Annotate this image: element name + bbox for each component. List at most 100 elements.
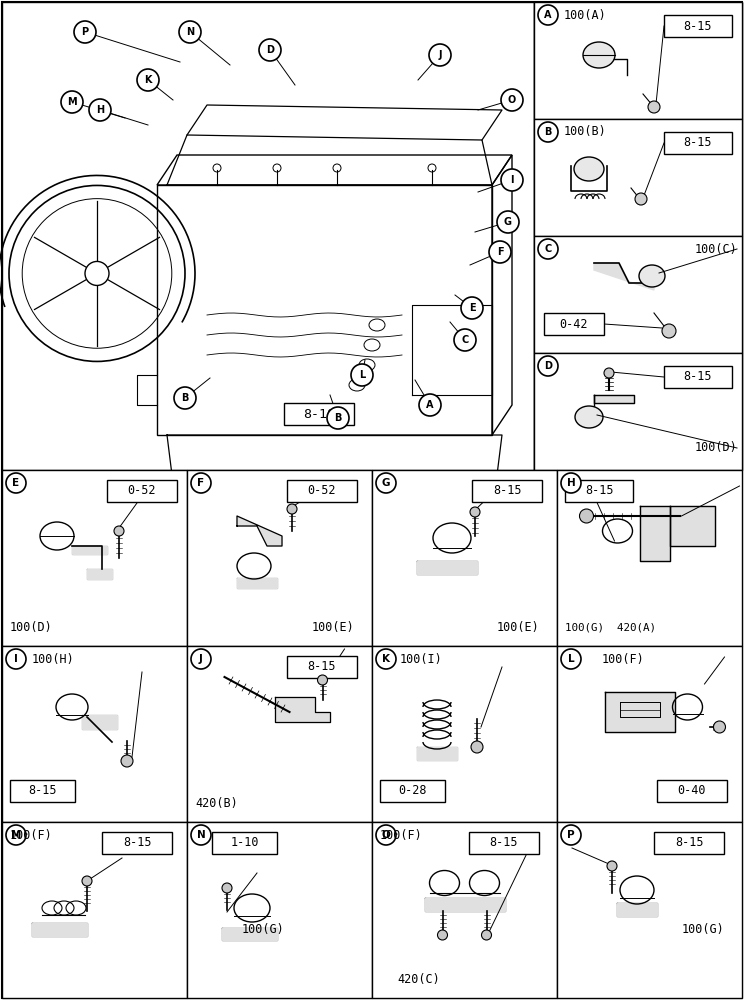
Circle shape xyxy=(538,239,558,259)
Text: A: A xyxy=(545,10,552,20)
Bar xyxy=(664,15,732,37)
Polygon shape xyxy=(417,561,477,574)
Text: 100(F): 100(F) xyxy=(380,830,423,842)
Text: L: L xyxy=(568,654,574,664)
Text: 100(I): 100(I) xyxy=(400,654,443,666)
Circle shape xyxy=(174,387,196,409)
Circle shape xyxy=(635,193,647,205)
Bar xyxy=(372,822,557,998)
Circle shape xyxy=(114,526,124,536)
Text: G: G xyxy=(382,478,391,488)
Circle shape xyxy=(481,930,492,940)
Circle shape xyxy=(376,825,396,845)
Text: 100(C): 100(C) xyxy=(694,242,737,255)
Circle shape xyxy=(61,91,83,113)
Bar xyxy=(534,2,742,470)
Text: 0-28: 0-28 xyxy=(398,784,427,798)
Bar xyxy=(2,2,534,470)
Text: 8-15: 8-15 xyxy=(684,370,712,383)
Bar xyxy=(557,822,742,998)
Ellipse shape xyxy=(575,406,603,428)
Text: 100(E): 100(E) xyxy=(311,621,354,635)
Circle shape xyxy=(454,329,476,351)
Text: O: O xyxy=(382,830,391,840)
Bar xyxy=(654,832,724,854)
Circle shape xyxy=(74,21,96,43)
Text: N: N xyxy=(186,27,194,37)
Text: 8-15: 8-15 xyxy=(28,784,57,798)
Text: D: D xyxy=(266,45,274,55)
Text: 100(A): 100(A) xyxy=(564,8,607,21)
Bar xyxy=(534,236,742,353)
Polygon shape xyxy=(640,506,670,561)
Text: 100(G): 100(G) xyxy=(682,924,724,936)
Bar xyxy=(2,646,187,822)
Text: J: J xyxy=(199,654,203,664)
Bar xyxy=(664,132,732,154)
Circle shape xyxy=(121,755,133,767)
Circle shape xyxy=(470,507,480,517)
Text: 100(D): 100(D) xyxy=(10,621,53,635)
Circle shape xyxy=(351,364,373,386)
Circle shape xyxy=(437,930,447,940)
Polygon shape xyxy=(82,715,117,729)
Text: B: B xyxy=(545,127,552,137)
Text: 100(F): 100(F) xyxy=(602,654,645,666)
Bar xyxy=(565,480,633,502)
Circle shape xyxy=(327,407,349,429)
Text: 0-52: 0-52 xyxy=(128,485,156,497)
Text: N: N xyxy=(196,830,205,840)
Ellipse shape xyxy=(574,157,604,181)
Bar xyxy=(2,822,187,998)
Text: F: F xyxy=(197,478,205,488)
Polygon shape xyxy=(605,692,675,732)
Circle shape xyxy=(191,473,211,493)
Text: M: M xyxy=(67,97,77,107)
Ellipse shape xyxy=(639,265,665,287)
Polygon shape xyxy=(237,578,277,588)
Text: E: E xyxy=(469,303,475,313)
Bar xyxy=(534,2,742,119)
Bar xyxy=(187,646,372,822)
Circle shape xyxy=(318,675,327,685)
Circle shape xyxy=(501,169,523,191)
Text: L: L xyxy=(359,370,365,380)
Bar xyxy=(544,313,604,335)
Text: A: A xyxy=(426,400,434,410)
Circle shape xyxy=(419,394,441,416)
Text: 100(F): 100(F) xyxy=(10,830,53,842)
Circle shape xyxy=(6,649,26,669)
Text: 420(B): 420(B) xyxy=(195,798,238,810)
Circle shape xyxy=(561,825,581,845)
Text: C: C xyxy=(545,244,551,254)
Circle shape xyxy=(501,89,523,111)
Circle shape xyxy=(662,324,676,338)
Circle shape xyxy=(82,876,92,886)
Bar xyxy=(284,403,354,425)
Circle shape xyxy=(607,861,617,871)
Text: B: B xyxy=(182,393,189,403)
Circle shape xyxy=(376,473,396,493)
Text: 8-15: 8-15 xyxy=(493,485,522,497)
Polygon shape xyxy=(617,903,657,916)
Circle shape xyxy=(222,883,232,893)
Bar xyxy=(102,832,172,854)
Circle shape xyxy=(137,69,159,91)
Circle shape xyxy=(561,649,581,669)
Circle shape xyxy=(191,825,211,845)
Text: 100(H): 100(H) xyxy=(32,654,74,666)
Circle shape xyxy=(538,356,558,376)
Text: H: H xyxy=(567,478,575,488)
Polygon shape xyxy=(32,923,87,936)
Circle shape xyxy=(6,473,26,493)
Bar xyxy=(469,832,539,854)
Text: E: E xyxy=(13,478,19,488)
Text: 8-15: 8-15 xyxy=(308,660,336,674)
Bar xyxy=(657,780,727,802)
Circle shape xyxy=(89,99,111,121)
Text: F: F xyxy=(497,247,503,257)
Circle shape xyxy=(85,261,109,285)
Bar xyxy=(380,780,445,802)
Text: I: I xyxy=(510,175,514,185)
Polygon shape xyxy=(237,516,282,546)
